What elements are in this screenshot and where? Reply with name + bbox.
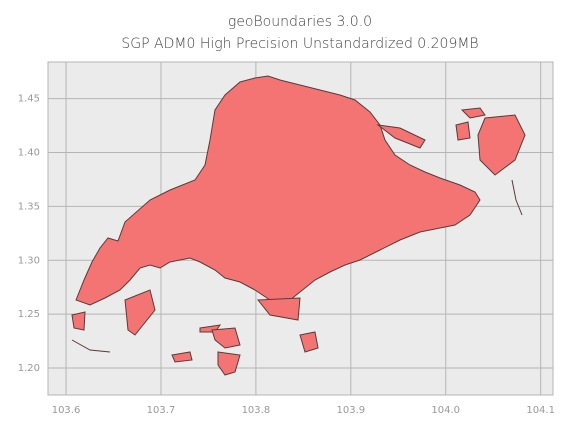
coast-line [511,179,523,216]
island [460,107,486,119]
island [376,124,426,149]
x-tick-label: 103.8 [242,405,271,416]
x-tick-label: 103.9 [336,405,365,416]
island [455,121,471,141]
x-tick-label: 104.1 [526,405,555,416]
y-tick-label: 1.35 [18,201,40,212]
chart-title: geoBoundaries 3.0.0 [228,14,372,30]
coast-line [71,339,111,353]
island [477,114,526,176]
chart-subtitle: SGP ADM0 High Precision Unstandardized 0… [121,36,478,52]
island [256,297,301,321]
island [71,311,86,331]
island [124,289,156,336]
main-island [75,75,481,306]
y-tick-label: 1.25 [18,309,40,320]
island [299,331,319,353]
y-tick-label: 1.20 [18,363,40,374]
island [217,351,241,376]
island [171,351,193,363]
x-tick-label: 103.7 [147,405,176,416]
island [211,327,241,349]
x-tick-label: 103.6 [52,405,81,416]
x-tick-label: 104.0 [431,405,460,416]
y-tick-label: 1.45 [18,94,40,105]
y-tick-label: 1.40 [18,148,40,159]
y-tick-label: 1.30 [18,255,40,266]
map-shapes [71,75,526,376]
